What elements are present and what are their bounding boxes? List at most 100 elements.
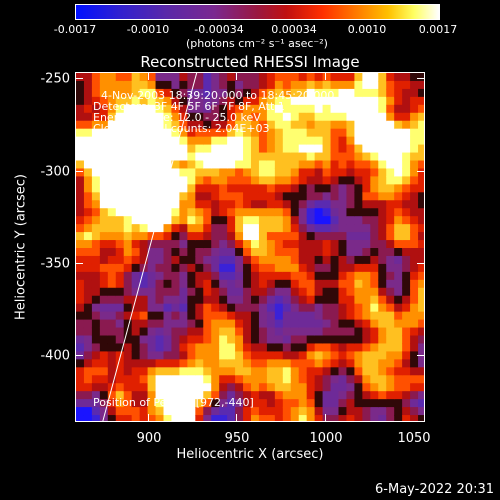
heatmap-cell <box>258 136 268 146</box>
heatmap-cell <box>227 88 236 98</box>
heatmap-cell <box>346 104 355 114</box>
heatmap-cell <box>378 96 387 106</box>
heatmap-cell <box>76 359 85 368</box>
heatmap-cell <box>386 351 395 360</box>
heatmap-cell <box>402 80 411 90</box>
heatmap-cell <box>274 367 284 376</box>
heatmap-cell <box>338 248 348 257</box>
heatmap-cell <box>378 144 387 154</box>
heatmap-cell <box>171 407 180 416</box>
heatmap-cell <box>386 303 395 313</box>
heatmap-cell <box>83 327 93 337</box>
heatmap-cell <box>290 176 300 185</box>
heatmap-cell <box>346 279 355 289</box>
heatmap-cell <box>155 240 165 249</box>
heatmap-cell <box>155 88 165 98</box>
heatmap-cell <box>402 96 411 106</box>
heatmap-cell <box>362 303 371 313</box>
heatmap-cell <box>76 152 85 162</box>
heatmap-cell <box>219 255 228 265</box>
heatmap-cell <box>227 263 236 273</box>
heatmap-cell <box>227 399 236 408</box>
heatmap-cell <box>314 216 324 225</box>
heatmap-cell <box>147 295 157 305</box>
heatmap-cell <box>83 391 93 400</box>
heatmap-cell <box>107 295 117 305</box>
heatmap-cell <box>219 399 228 408</box>
colorbar-tick-label: 0.0010 <box>347 23 387 36</box>
heatmap-cell <box>330 295 340 305</box>
heatmap-cell <box>219 335 228 345</box>
heatmap-cell <box>314 192 324 201</box>
heatmap-cell <box>386 200 395 209</box>
heatmap-cell <box>219 216 228 225</box>
heatmap-cell <box>195 279 204 289</box>
heatmap-cell <box>219 343 228 352</box>
heatmap-cell <box>346 240 355 249</box>
heatmap-cell <box>282 104 292 114</box>
heatmap-cell <box>362 263 371 273</box>
heatmap-cell <box>251 391 260 400</box>
heatmap-cell <box>251 335 260 345</box>
heatmap-cell <box>402 168 411 177</box>
heatmap-cell <box>338 144 348 154</box>
heatmap-cell <box>99 160 109 170</box>
heatmap-cell <box>338 343 348 352</box>
heatmap-cell <box>76 255 85 265</box>
heatmap-cell <box>211 176 220 185</box>
heatmap-cell <box>378 232 387 241</box>
heatmap-cell <box>258 391 268 400</box>
heatmap-cell <box>107 263 117 273</box>
heatmap-cell <box>243 168 252 177</box>
heatmap-cell <box>418 240 424 249</box>
heatmap-cell <box>131 367 141 376</box>
heatmap-cell <box>306 136 316 146</box>
heatmap-cell <box>163 327 173 337</box>
heatmap-cell <box>115 144 125 154</box>
heatmap-cell <box>298 240 308 249</box>
heatmap-cell <box>266 367 276 376</box>
heatmap-cell <box>163 415 173 421</box>
heatmap-cell <box>258 208 268 217</box>
heatmap-cell <box>274 263 284 273</box>
heatmap-cell <box>282 168 292 177</box>
heatmap-cell <box>155 184 165 193</box>
heatmap-cell <box>219 311 228 321</box>
heatmap-cell <box>322 335 332 345</box>
heatmap-cell <box>139 88 149 98</box>
heatmap-cell <box>274 144 284 154</box>
heatmap-cell <box>91 104 101 114</box>
heatmap-cell <box>362 327 371 337</box>
heatmap-cell <box>139 407 149 416</box>
heatmap-cell <box>338 176 348 185</box>
heatmap-cell <box>258 232 268 241</box>
heatmap-cell <box>394 224 403 233</box>
heatmap-cell <box>83 136 93 146</box>
heatmap-cell <box>155 303 165 313</box>
heatmap-cell <box>394 136 403 146</box>
heatmap-cell <box>386 343 395 352</box>
heatmap-cell <box>274 200 284 209</box>
heatmap-cell <box>346 263 355 273</box>
heatmap-cell <box>370 73 379 82</box>
heatmap-cell <box>418 232 424 241</box>
heatmap-cell <box>243 240 252 249</box>
heatmap-cell <box>115 128 125 138</box>
heatmap-cell <box>107 200 117 209</box>
heatmap-cell <box>107 112 117 122</box>
heatmap-cell <box>99 359 109 368</box>
heatmap-cell <box>235 176 244 185</box>
heatmap-cell <box>187 73 196 82</box>
heatmap-cell <box>227 415 236 421</box>
heatmap-cell <box>290 73 300 82</box>
heatmap-cell <box>219 80 228 90</box>
heatmap-cell <box>139 351 149 360</box>
heatmap-cell <box>139 112 149 122</box>
heatmap-cell <box>195 80 204 90</box>
heatmap-cell <box>298 415 308 421</box>
heatmap-cell <box>219 295 228 305</box>
heatmap-cell <box>99 144 109 154</box>
heatmap-cell <box>402 391 411 400</box>
heatmap-cell <box>354 80 363 90</box>
heatmap-cell <box>99 279 109 289</box>
